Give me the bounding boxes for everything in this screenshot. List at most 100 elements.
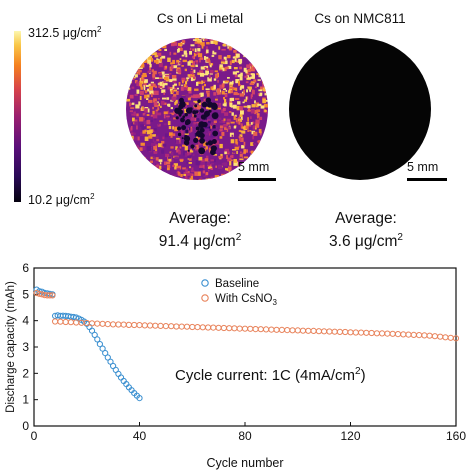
data-point-csno3	[173, 323, 180, 330]
data-point-csno3	[336, 328, 343, 336]
data-point-csno3	[363, 329, 370, 336]
y-axis-label: Discharge capacity (mAh)	[5, 281, 17, 413]
data-point-baseline	[88, 327, 96, 334]
cycle-current-annotation: Cycle current: 1C (4mA/cm2)	[175, 366, 366, 384]
data-point-csno3	[125, 321, 132, 329]
average-label-li-metal: Average:	[169, 210, 231, 227]
data-point-csno3	[157, 322, 164, 330]
data-point-csno3	[247, 325, 254, 332]
data-point-csno3	[152, 322, 159, 329]
data-point-csno3	[215, 324, 222, 331]
data-point-csno3	[268, 326, 275, 333]
data-point-csno3	[358, 329, 365, 336]
scale-bar-li-metal	[238, 178, 276, 181]
x-tick-label: 80	[238, 429, 252, 443]
x-tick-label: 40	[133, 429, 147, 443]
data-point-csno3	[263, 326, 270, 333]
nmc811-cs-map	[289, 38, 431, 180]
data-point-csno3	[310, 327, 317, 335]
data-point-csno3	[405, 331, 412, 338]
x-tick-label: 120	[340, 429, 360, 443]
data-point-csno3	[326, 328, 333, 335]
plot-frame	[33, 267, 457, 427]
data-point-csno3	[373, 330, 380, 337]
data-point-csno3	[57, 318, 64, 325]
data-point-csno3	[46, 292, 53, 299]
data-point-csno3	[110, 321, 117, 328]
data-point-csno3	[252, 326, 259, 333]
data-point-csno3	[352, 329, 359, 336]
data-point-baseline	[91, 331, 98, 339]
data-point-csno3	[257, 326, 264, 333]
data-point-csno3	[141, 322, 148, 329]
average-value-li-metal: 91.4 μg/cm2	[158, 232, 242, 251]
legend-entry: With CsNO3	[215, 293, 278, 307]
data-point-csno3	[189, 323, 196, 331]
legend-entry: Baseline	[215, 278, 259, 290]
data-point-baseline	[104, 354, 111, 361]
data-point-csno3	[442, 334, 449, 341]
average-li-metal: Average: 91.4 μg/cm2	[140, 209, 260, 251]
data-point-csno3	[168, 323, 175, 330]
legend-marker	[201, 294, 209, 302]
scale-label-li-metal: 5 mm	[238, 160, 270, 174]
data-point-csno3	[120, 321, 127, 328]
data-point-csno3	[294, 327, 301, 334]
data-point-baseline	[117, 374, 125, 381]
data-point-csno3	[452, 335, 460, 342]
data-point-csno3	[236, 325, 243, 332]
colorbar-max-label: 312.5 μg/cm2	[28, 25, 102, 41]
data-point-csno3	[347, 329, 354, 336]
data-point-csno3	[400, 331, 407, 338]
data-point-csno3	[321, 328, 328, 335]
colorbar-min-label: 10.2 μg/cm2	[28, 192, 95, 208]
data-point-csno3	[426, 332, 433, 339]
data-point-baseline	[94, 336, 101, 343]
data-point-csno3	[389, 330, 396, 337]
data-point-csno3	[49, 292, 56, 299]
data-point-csno3	[88, 320, 96, 327]
y-tick-label: 2	[22, 366, 29, 380]
y-tick-label: 0	[22, 419, 29, 433]
average-label-nmc811: Average:	[335, 210, 397, 227]
panel-title-li-metal: Cs on Li metal	[156, 11, 244, 26]
y-tick-label: 4	[22, 314, 29, 328]
x-axis-label: Cycle number	[206, 456, 283, 470]
data-point-csno3	[226, 325, 233, 332]
li-metal-cs-map	[126, 38, 268, 180]
data-point-csno3	[67, 319, 75, 326]
data-point-csno3	[278, 326, 285, 334]
data-point-csno3	[231, 325, 238, 332]
data-point-baseline	[107, 358, 114, 365]
scale-label-nmc811: 5 mm	[407, 160, 439, 174]
data-point-csno3	[210, 324, 217, 331]
data-point-csno3	[368, 329, 375, 337]
data-point-csno3	[52, 318, 59, 325]
data-point-csno3	[416, 332, 423, 339]
average-value-nmc811: 3.6 μg/cm2	[329, 232, 403, 251]
y-tick-label: 5	[22, 287, 29, 301]
data-point-csno3	[62, 318, 69, 326]
data-point-csno3	[104, 321, 111, 328]
x-tick-label: 160	[446, 429, 466, 443]
data-point-csno3	[410, 331, 417, 339]
data-point-csno3	[205, 324, 212, 331]
data-point-csno3	[178, 323, 185, 330]
data-point-csno3	[431, 333, 438, 340]
data-point-csno3	[183, 323, 191, 330]
data-point-csno3	[99, 320, 106, 327]
discharge-capacity-chart: 0 40 80 120 160 0 1 2 3 4 5 6 Cycle number Discharge …	[5, 261, 466, 470]
data-point-csno3	[115, 321, 122, 328]
y-tick-label: 3	[22, 340, 29, 354]
data-point-csno3	[162, 323, 169, 330]
data-point-csno3	[273, 326, 280, 333]
data-point-csno3	[384, 330, 391, 337]
data-point-csno3	[194, 324, 201, 331]
data-point-csno3	[331, 328, 338, 335]
y-tick-label: 1	[22, 393, 29, 407]
data-point-csno3	[447, 334, 454, 341]
data-point-csno3	[131, 321, 138, 329]
data-point-csno3	[241, 325, 249, 332]
y-tick-label: 6	[22, 261, 29, 275]
panel-title-nmc811: Cs on NMC811	[314, 11, 406, 26]
